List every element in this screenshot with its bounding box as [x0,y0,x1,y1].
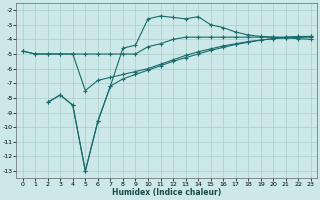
X-axis label: Humidex (Indice chaleur): Humidex (Indice chaleur) [112,188,221,197]
